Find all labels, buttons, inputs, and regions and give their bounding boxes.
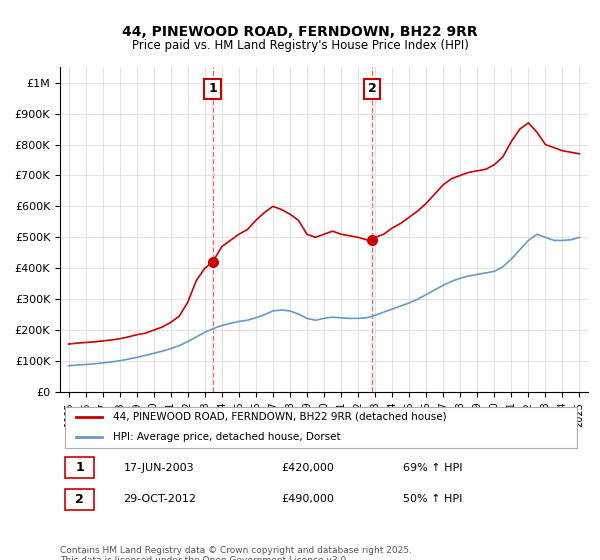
Text: 1: 1	[208, 82, 217, 95]
Text: 2: 2	[75, 493, 84, 506]
Text: £420,000: £420,000	[282, 463, 335, 473]
Text: Price paid vs. HM Land Registry's House Price Index (HPI): Price paid vs. HM Land Registry's House …	[131, 39, 469, 52]
Text: £490,000: £490,000	[282, 494, 335, 504]
Text: Contains HM Land Registry data © Crown copyright and database right 2025.
This d: Contains HM Land Registry data © Crown c…	[60, 546, 412, 560]
Text: 1: 1	[75, 461, 84, 474]
Text: 69% ↑ HPI: 69% ↑ HPI	[403, 463, 463, 473]
Text: 44, PINEWOOD ROAD, FERNDOWN, BH22 9RR (detached house): 44, PINEWOOD ROAD, FERNDOWN, BH22 9RR (d…	[113, 412, 446, 422]
Text: 50% ↑ HPI: 50% ↑ HPI	[403, 494, 463, 504]
FancyBboxPatch shape	[65, 488, 94, 510]
Text: 29-OCT-2012: 29-OCT-2012	[124, 494, 196, 504]
Text: 17-JUN-2003: 17-JUN-2003	[124, 463, 194, 473]
Text: 44, PINEWOOD ROAD, FERNDOWN, BH22 9RR: 44, PINEWOOD ROAD, FERNDOWN, BH22 9RR	[122, 25, 478, 39]
FancyBboxPatch shape	[65, 407, 577, 449]
FancyBboxPatch shape	[65, 457, 94, 478]
Text: 2: 2	[368, 82, 377, 95]
Text: HPI: Average price, detached house, Dorset: HPI: Average price, detached house, Dors…	[113, 432, 340, 441]
